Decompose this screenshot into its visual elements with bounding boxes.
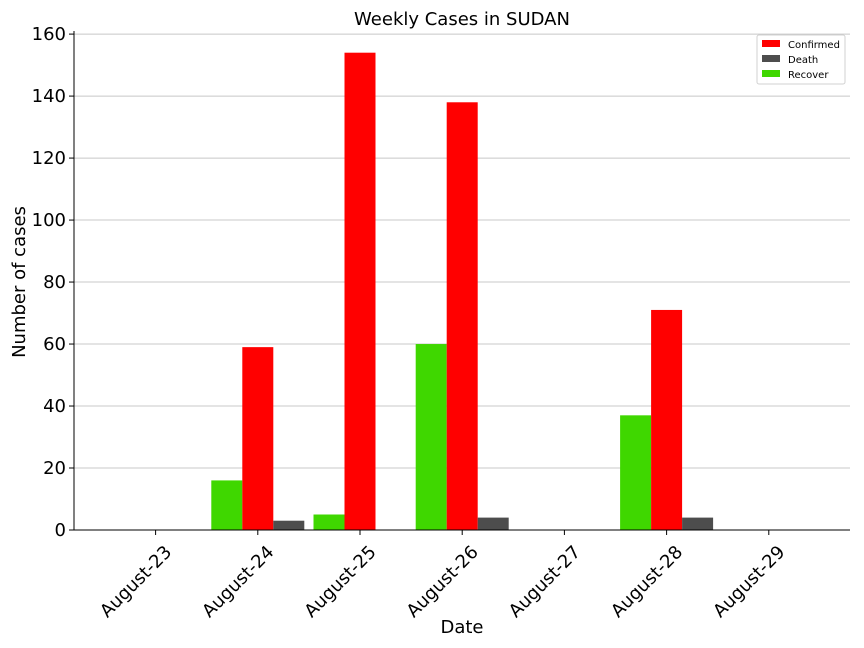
bar-confirmed-august-25 (344, 52, 376, 531)
y-axis-title: Number of cases (9, 206, 30, 358)
x-tick-label: August-23 (96, 542, 176, 622)
y-tick-label: 120 (32, 148, 66, 169)
x-tick-label: August-29 (709, 542, 789, 622)
legend: Confirmed Death Recover (756, 34, 846, 85)
legend-label-death: Death (788, 55, 818, 66)
legend-swatch-death (762, 55, 780, 62)
bar-recover-august-25 (313, 514, 345, 530)
y-tick-label: 20 (43, 458, 66, 479)
chart-title: Weekly Cases in SUDAN (354, 9, 570, 30)
y-tick-label: 0 (55, 520, 66, 541)
x-axis-title: Date (440, 617, 483, 638)
y-tick-label: 40 (43, 396, 66, 417)
bar-confirmed-august-28 (651, 309, 683, 530)
bar-death-august-28 (682, 517, 714, 530)
legend-label-confirmed: Confirmed (788, 40, 840, 51)
axes: 0 20 40 60 80 100 120 140 160 August-23 August-24 A… (32, 24, 850, 622)
bar-recover-august-24 (211, 480, 243, 530)
bar-confirmed-august-26 (446, 102, 478, 531)
y-tick-label: 60 (43, 334, 66, 355)
bar-recover-august-28 (620, 415, 652, 530)
legend-label-recover: Recover (788, 70, 829, 81)
bar-confirmed-august-24 (242, 347, 274, 530)
legend-swatch-recover (762, 70, 780, 77)
bar-death-august-24 (273, 520, 305, 530)
y-tick-label: 160 (32, 24, 66, 45)
x-tick-label: August-25 (300, 542, 380, 622)
bar-recover-august-26 (415, 344, 447, 530)
x-tick-label: August-24 (198, 542, 278, 622)
x-tick-label: August-28 (607, 542, 687, 622)
x-tick-label: August-27 (505, 542, 585, 622)
x-tick-label: August-26 (403, 542, 483, 622)
y-tick-label: 100 (32, 210, 66, 231)
bar-death-august-26 (477, 517, 509, 530)
bars (211, 52, 714, 531)
y-tick-label: 140 (32, 86, 66, 107)
y-tick-label: 80 (43, 272, 66, 293)
legend-swatch-confirmed (762, 40, 780, 47)
